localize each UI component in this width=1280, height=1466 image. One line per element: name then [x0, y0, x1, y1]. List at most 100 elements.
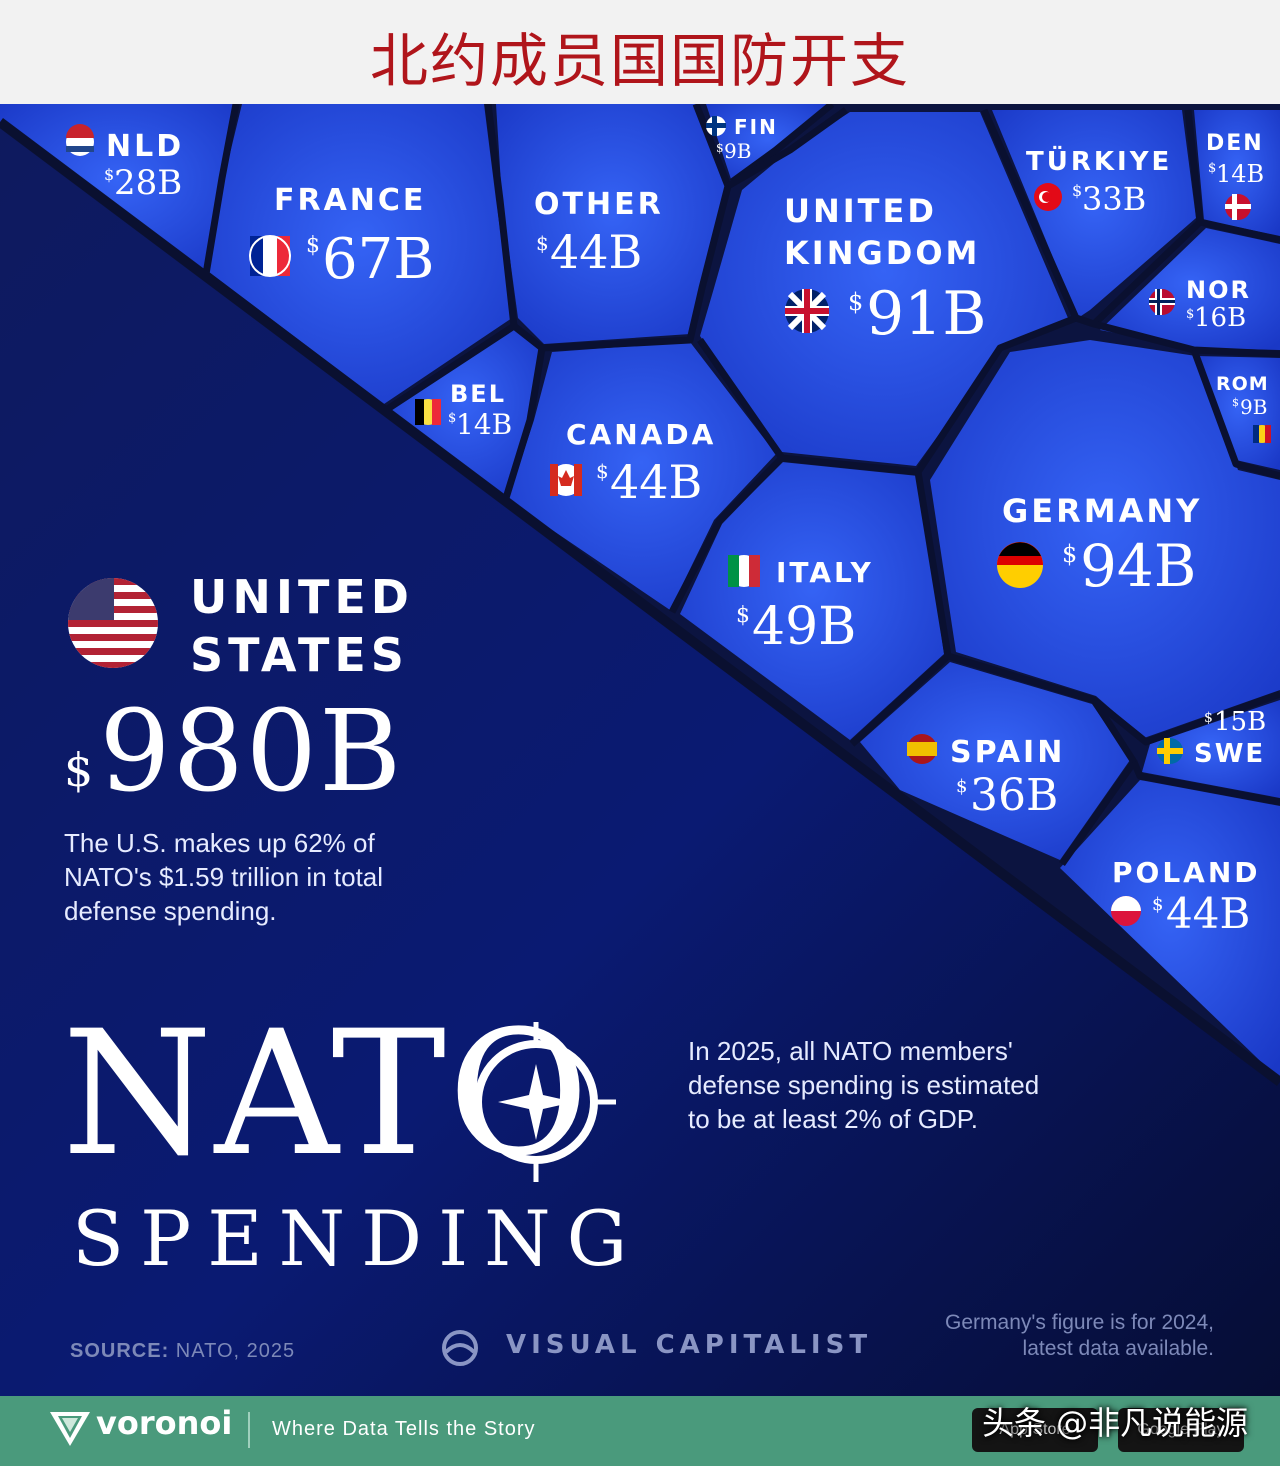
- germany-flag-icon: [997, 542, 1043, 588]
- us-value: $980B: [64, 692, 403, 812]
- cell-other: [496, 104, 728, 344]
- visual-capitalist-logo: [442, 1330, 478, 1366]
- nato-compass-icon: [474, 1022, 616, 1182]
- cell-germany: [930, 340, 1280, 738]
- cell-bel: [386, 326, 542, 494]
- currency-swe: $: [1204, 710, 1213, 726]
- label-uk-line1: UNITED: [784, 192, 937, 230]
- currency-rom: $: [1232, 396, 1239, 409]
- source-text: NATO, 2025: [169, 1340, 296, 1362]
- cell-poland: [1060, 780, 1280, 1080]
- label-spain: SPAIN: [950, 735, 1065, 770]
- footer-divider: [248, 1412, 250, 1448]
- value-france: 67B: [322, 227, 434, 292]
- value-canada: 44B: [610, 455, 702, 509]
- label-uk-line2: KINGDOM: [784, 234, 980, 272]
- value-poland: 44B: [1166, 889, 1250, 938]
- currency-den: $: [1208, 161, 1216, 176]
- watermark: 头条 @非凡说能源: [982, 1404, 1249, 1442]
- source-line: SOURCE: NATO, 2025: [70, 1340, 295, 1363]
- italy-flag-icon: [728, 555, 760, 587]
- cell-labels: NLD $ 28B FRANCE $ 67B OTHER $ 44B FIN $…: [104, 115, 1269, 938]
- netherlands-flag-icon: [66, 124, 94, 156]
- label-swe: SWE: [1194, 739, 1265, 769]
- value-germany: 94B: [1080, 532, 1196, 600]
- currency-germany: $: [1062, 540, 1077, 568]
- norway-flag-icon: [1149, 289, 1175, 315]
- footer-tagline: Where Data Tells the Story: [272, 1418, 536, 1440]
- uk-flag-icon: [785, 289, 829, 333]
- value-nld: 28B: [114, 163, 182, 203]
- label-other: OTHER: [534, 187, 664, 222]
- label-turkiye: TÜRKIYE: [1026, 144, 1172, 177]
- currency-nld: $: [104, 165, 114, 184]
- turkey-flag-icon: [1034, 183, 1062, 211]
- cell-fin: [706, 104, 830, 182]
- label-nor: NOR: [1186, 276, 1251, 304]
- label-italy: ITALY: [776, 556, 874, 589]
- currency-other: $: [536, 231, 549, 255]
- visual-capitalist-mark-icon: [442, 1330, 478, 1366]
- value-nor: 16B: [1194, 303, 1246, 333]
- value-other: 44B: [550, 225, 642, 279]
- value-rom: 9B: [1240, 395, 1267, 419]
- title-bar: 北约成员国国防开支: [0, 0, 1280, 104]
- currency-uk: $: [848, 288, 863, 316]
- sweden-flag-icon: [1157, 738, 1183, 764]
- currency-turkiye: $: [1072, 181, 1082, 200]
- currency-poland: $: [1152, 894, 1163, 915]
- currency-spain: $: [956, 776, 967, 797]
- germany-footnote: Germany's figure is for 2024, latest dat…: [945, 1311, 1214, 1360]
- canada-flag-icon: [550, 464, 582, 496]
- value-italy: 49B: [752, 597, 856, 657]
- us-share-note: The U.S. makes up 62% of NATO's $1.59 tr…: [64, 828, 384, 926]
- google-play-badge[interactable]: Google Play: [1118, 1408, 1244, 1452]
- label-den: DEN: [1206, 131, 1264, 156]
- value-spain: 36B: [970, 770, 1058, 821]
- romania-flag-icon: [1253, 425, 1271, 443]
- cell-uk: [700, 112, 1068, 466]
- value-den: 14B: [1216, 160, 1264, 188]
- label-poland: POLAND: [1112, 856, 1261, 889]
- page-title: 北约成员国国防开支: [369, 27, 910, 95]
- value-uk: 91B: [866, 279, 986, 349]
- app-store-badge[interactable]: App Store: [972, 1408, 1098, 1452]
- voronoi-cells: [0, 104, 1280, 1082]
- cell-spain: [860, 662, 1130, 860]
- denmark-flag-icon: [1225, 194, 1251, 220]
- cell-canada: [508, 342, 776, 610]
- currency-italy: $: [736, 603, 750, 628]
- finland-flag-icon: [706, 116, 726, 136]
- france-flag-icon: [249, 235, 291, 277]
- voronoi-chart: NLD $ 28B FRANCE $ 67B OTHER $ 44B FIN $…: [0, 104, 1280, 1396]
- flag-icons: [66, 116, 1271, 926]
- label-rom: ROM: [1216, 373, 1269, 395]
- currency-france: $: [306, 233, 320, 258]
- gdp-note: In 2025, all NATO members' defense spend…: [688, 1036, 1040, 1134]
- currency-canada: $: [596, 459, 609, 483]
- cell-nld: [0, 104, 236, 274]
- cell-den: [1194, 110, 1280, 236]
- value-fin: 9B: [724, 139, 751, 163]
- headline-spending: SPENDING: [72, 1194, 644, 1283]
- currency-nor: $: [1186, 307, 1194, 322]
- publisher-name: VISUAL CAPITALIST: [506, 1330, 873, 1360]
- cell-nor: [1100, 228, 1280, 350]
- voronoi-logo-icon: [50, 1412, 90, 1446]
- label-canada: CANADA: [566, 418, 716, 451]
- cell-swe: [1142, 700, 1280, 798]
- us-value-number: 980B: [99, 687, 404, 817]
- belgium-flag-icon: [415, 399, 441, 425]
- cell-turkiye: [992, 110, 1196, 318]
- cell-italy: [680, 462, 944, 740]
- label-germany: GERMANY: [1002, 492, 1202, 530]
- spain-flag-icon: [907, 734, 937, 764]
- currency-bel: $: [448, 411, 456, 426]
- us-label: UNITED STATES: [190, 570, 414, 682]
- diagonal-divider: [0, 118, 1280, 1086]
- voronoi-brand: voronoi: [96, 1404, 233, 1442]
- cell-borders: [202, 104, 1280, 867]
- label-fin: FIN: [734, 115, 778, 139]
- value-turkiye: 33B: [1082, 180, 1146, 218]
